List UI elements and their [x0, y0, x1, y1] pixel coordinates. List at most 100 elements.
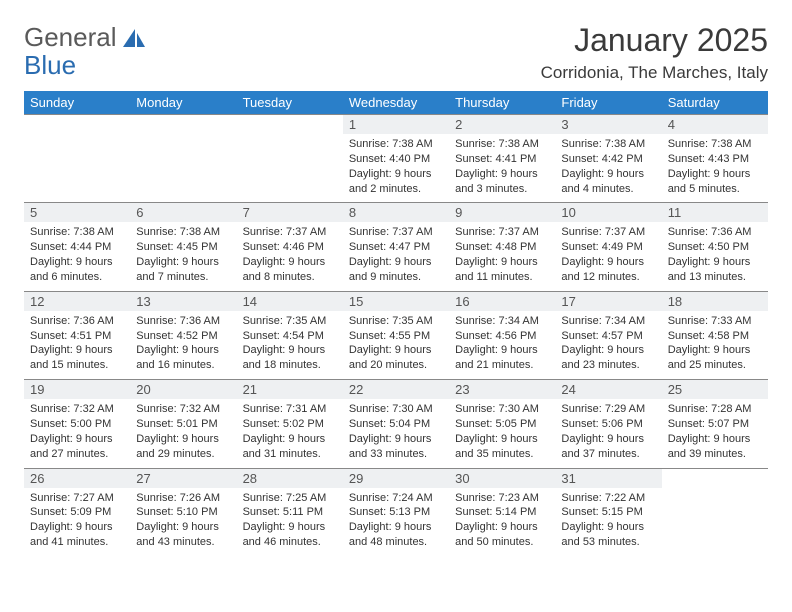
daylight-line: Daylight: 9 hours and 7 minutes.: [136, 255, 230, 285]
day-content-cell: Sunrise: 7:36 AMSunset: 4:52 PMDaylight:…: [130, 311, 236, 380]
daylight-line: Daylight: 9 hours and 46 minutes.: [243, 520, 337, 550]
day-number-cell: 26: [24, 468, 130, 488]
sunset-line: Sunset: 4:42 PM: [561, 152, 655, 167]
sunset-line: Sunset: 5:14 PM: [455, 505, 549, 520]
day-number-cell: [130, 115, 236, 135]
day-number-cell: 12: [24, 291, 130, 311]
day-content-cell: Sunrise: 7:31 AMSunset: 5:02 PMDaylight:…: [237, 399, 343, 468]
day-number-cell: 18: [662, 291, 768, 311]
day-content-cell: [130, 134, 236, 203]
day-number-cell: [662, 468, 768, 488]
sunrise-line: Sunrise: 7:27 AM: [30, 491, 124, 506]
sunset-line: Sunset: 4:48 PM: [455, 240, 549, 255]
sunset-line: Sunset: 4:41 PM: [455, 152, 549, 167]
day-number-cell: 15: [343, 291, 449, 311]
day-number-cell: 14: [237, 291, 343, 311]
day-number-cell: 8: [343, 203, 449, 223]
daylight-line: Daylight: 9 hours and 9 minutes.: [349, 255, 443, 285]
sunrise-line: Sunrise: 7:22 AM: [561, 491, 655, 506]
day-content-cell: Sunrise: 7:35 AMSunset: 4:54 PMDaylight:…: [237, 311, 343, 380]
day-number-cell: 25: [662, 380, 768, 400]
day-number-cell: 24: [555, 380, 661, 400]
sunrise-line: Sunrise: 7:32 AM: [136, 402, 230, 417]
sunrise-line: Sunrise: 7:32 AM: [30, 402, 124, 417]
sunset-line: Sunset: 4:56 PM: [455, 329, 549, 344]
daylight-line: Daylight: 9 hours and 18 minutes.: [243, 343, 337, 373]
daylight-line: Daylight: 9 hours and 25 minutes.: [668, 343, 762, 373]
sunset-line: Sunset: 4:40 PM: [349, 152, 443, 167]
day-number-cell: 21: [237, 380, 343, 400]
day-number-cell: 7: [237, 203, 343, 223]
daylight-line: Daylight: 9 hours and 53 minutes.: [561, 520, 655, 550]
daylight-line: Daylight: 9 hours and 15 minutes.: [30, 343, 124, 373]
day-content-cell: Sunrise: 7:36 AMSunset: 4:51 PMDaylight:…: [24, 311, 130, 380]
day-number-cell: 10: [555, 203, 661, 223]
daylight-line: Daylight: 9 hours and 31 minutes.: [243, 432, 337, 462]
sunrise-line: Sunrise: 7:37 AM: [243, 225, 337, 240]
day-content-cell: Sunrise: 7:37 AMSunset: 4:48 PMDaylight:…: [449, 222, 555, 291]
day-content-cell: [24, 134, 130, 203]
content-row: Sunrise: 7:36 AMSunset: 4:51 PMDaylight:…: [24, 311, 768, 380]
weekday-header: Wednesday: [343, 91, 449, 115]
weekday-header: Tuesday: [237, 91, 343, 115]
day-content-cell: Sunrise: 7:36 AMSunset: 4:50 PMDaylight:…: [662, 222, 768, 291]
day-content-cell: Sunrise: 7:27 AMSunset: 5:09 PMDaylight:…: [24, 488, 130, 556]
daylight-line: Daylight: 9 hours and 3 minutes.: [455, 167, 549, 197]
day-number-cell: 19: [24, 380, 130, 400]
day-number-cell: 3: [555, 115, 661, 135]
day-content-cell: Sunrise: 7:32 AMSunset: 5:01 PMDaylight:…: [130, 399, 236, 468]
logo-text-2: Blue: [24, 50, 76, 81]
day-content-cell: Sunrise: 7:28 AMSunset: 5:07 PMDaylight:…: [662, 399, 768, 468]
day-number-cell: 30: [449, 468, 555, 488]
daynum-row: 19202122232425: [24, 380, 768, 400]
day-content-cell: Sunrise: 7:30 AMSunset: 5:04 PMDaylight:…: [343, 399, 449, 468]
day-content-cell: Sunrise: 7:29 AMSunset: 5:06 PMDaylight:…: [555, 399, 661, 468]
sunrise-line: Sunrise: 7:37 AM: [349, 225, 443, 240]
sunrise-line: Sunrise: 7:33 AM: [668, 314, 762, 329]
day-number-cell: 2: [449, 115, 555, 135]
sunrise-line: Sunrise: 7:24 AM: [349, 491, 443, 506]
sunset-line: Sunset: 4:50 PM: [668, 240, 762, 255]
day-content-cell: Sunrise: 7:33 AMSunset: 4:58 PMDaylight:…: [662, 311, 768, 380]
weekday-header-row: Sunday Monday Tuesday Wednesday Thursday…: [24, 91, 768, 115]
day-number-cell: 31: [555, 468, 661, 488]
sunset-line: Sunset: 4:47 PM: [349, 240, 443, 255]
sunrise-line: Sunrise: 7:30 AM: [349, 402, 443, 417]
daylight-line: Daylight: 9 hours and 20 minutes.: [349, 343, 443, 373]
sunset-line: Sunset: 4:55 PM: [349, 329, 443, 344]
day-number-cell: 9: [449, 203, 555, 223]
day-content-cell: Sunrise: 7:30 AMSunset: 5:05 PMDaylight:…: [449, 399, 555, 468]
sunrise-line: Sunrise: 7:30 AM: [455, 402, 549, 417]
day-content-cell: Sunrise: 7:23 AMSunset: 5:14 PMDaylight:…: [449, 488, 555, 556]
sunrise-line: Sunrise: 7:37 AM: [455, 225, 549, 240]
day-number-cell: 22: [343, 380, 449, 400]
sunrise-line: Sunrise: 7:38 AM: [30, 225, 124, 240]
day-content-cell: Sunrise: 7:32 AMSunset: 5:00 PMDaylight:…: [24, 399, 130, 468]
daylight-line: Daylight: 9 hours and 13 minutes.: [668, 255, 762, 285]
sunset-line: Sunset: 4:57 PM: [561, 329, 655, 344]
sunrise-line: Sunrise: 7:23 AM: [455, 491, 549, 506]
day-content-cell: Sunrise: 7:38 AMSunset: 4:42 PMDaylight:…: [555, 134, 661, 203]
logo-sail-icon: [121, 27, 147, 49]
daylight-line: Daylight: 9 hours and 5 minutes.: [668, 167, 762, 197]
daylight-line: Daylight: 9 hours and 11 minutes.: [455, 255, 549, 285]
day-content-cell: Sunrise: 7:25 AMSunset: 5:11 PMDaylight:…: [237, 488, 343, 556]
logo-text-1: General: [24, 22, 117, 53]
sunset-line: Sunset: 5:02 PM: [243, 417, 337, 432]
day-number-cell: [237, 115, 343, 135]
day-content-cell: Sunrise: 7:38 AMSunset: 4:41 PMDaylight:…: [449, 134, 555, 203]
daylight-line: Daylight: 9 hours and 12 minutes.: [561, 255, 655, 285]
sunset-line: Sunset: 5:01 PM: [136, 417, 230, 432]
day-number-cell: 13: [130, 291, 236, 311]
sunrise-line: Sunrise: 7:35 AM: [349, 314, 443, 329]
daylight-line: Daylight: 9 hours and 35 minutes.: [455, 432, 549, 462]
sunset-line: Sunset: 4:44 PM: [30, 240, 124, 255]
daylight-line: Daylight: 9 hours and 41 minutes.: [30, 520, 124, 550]
sunset-line: Sunset: 5:06 PM: [561, 417, 655, 432]
day-content-cell: Sunrise: 7:34 AMSunset: 4:56 PMDaylight:…: [449, 311, 555, 380]
content-row: Sunrise: 7:38 AMSunset: 4:44 PM Daylight:…: [24, 222, 768, 291]
day-number-cell: 16: [449, 291, 555, 311]
sunset-line: Sunset: 5:07 PM: [668, 417, 762, 432]
daylight-line: Daylight: 9 hours and 33 minutes.: [349, 432, 443, 462]
day-content-cell: Sunrise: 7:38 AMSunset: 4:40 PMDaylight:…: [343, 134, 449, 203]
